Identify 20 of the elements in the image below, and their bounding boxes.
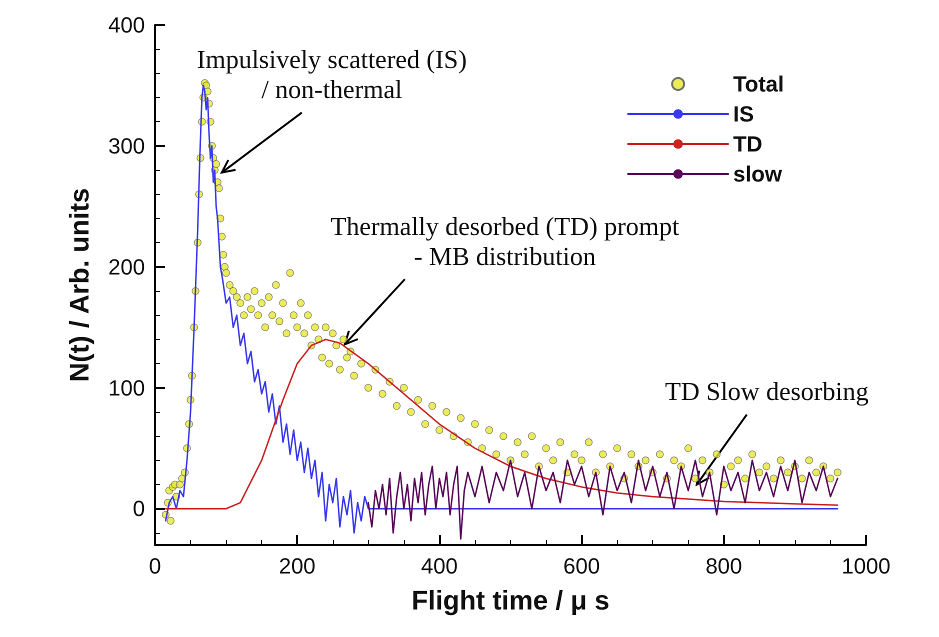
- y-tick-label: 0: [132, 496, 145, 522]
- legend-label: slow: [733, 162, 783, 186]
- legend-label: Total: [733, 72, 784, 96]
- x-tick-label: 0: [148, 554, 162, 578]
- annotation: Thermally desorbed (TD) prompt - MB distribution: [330, 212, 680, 271]
- y-tick-label: 400: [108, 12, 145, 38]
- x-tick-label: 1000: [842, 554, 890, 578]
- annotation: TD Slow desorbing: [664, 377, 869, 406]
- legend-label: TD: [733, 132, 762, 156]
- y-axis-title: N(t) / Arb. units: [64, 188, 94, 382]
- x-tick-label: 200: [278, 554, 316, 578]
- x-tick-label: 800: [705, 554, 742, 578]
- x-axis-title: Flight time / μ s: [411, 586, 610, 616]
- x-tick-label: 400: [421, 554, 458, 578]
- y-tick-label: 300: [108, 133, 145, 158]
- y-tick-label: 100: [108, 375, 145, 400]
- y-tick-label: 200: [108, 254, 145, 280]
- legend-label: IS: [733, 102, 754, 126]
- annotation: Impulsively scattered (IS) / non-thermal: [196, 45, 467, 104]
- x-tick-label: 600: [563, 554, 600, 578]
